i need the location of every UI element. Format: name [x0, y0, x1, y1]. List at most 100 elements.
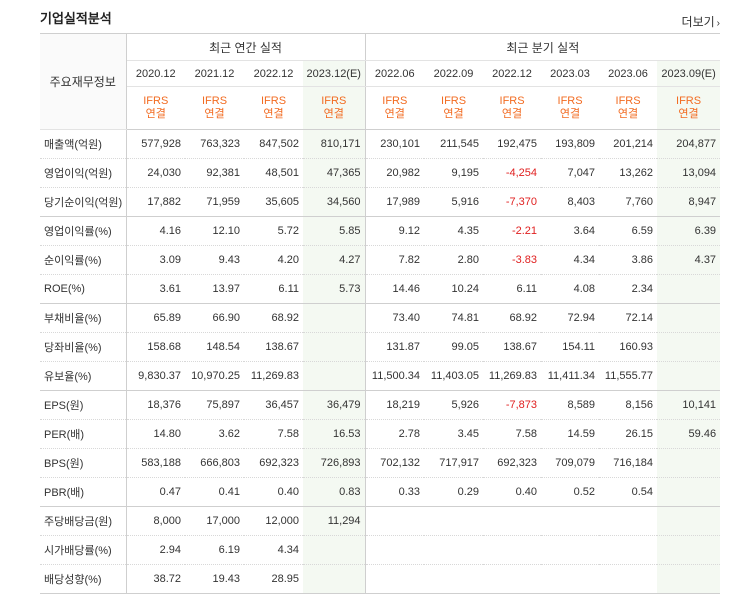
ifrs-header: IFRS 연결 — [424, 86, 484, 130]
table-cell: 577,928 — [126, 129, 185, 159]
row-label: PER(배) — [40, 419, 127, 449]
table-cell: 5.85 — [303, 216, 366, 246]
table-row: 부채비율(%) 65.89 66.90 68.92 73.40 74.81 68.92 72.… — [40, 303, 721, 333]
table-cell: 0.54 — [599, 477, 658, 507]
table-cell: 847,502 — [244, 129, 303, 159]
table-cell: 8,589 — [541, 390, 600, 420]
table-cell — [657, 274, 721, 304]
table-cell: 14.46 — [365, 274, 425, 304]
table-cell — [657, 477, 721, 507]
table-row: 당좌비율(%) 158.68 148.54 138.67 131.87 99.05 138.… — [40, 332, 721, 362]
ifrs-label: IFRS — [499, 95, 525, 107]
ifrs-label: IFRS — [260, 95, 287, 107]
ifrs-header: IFRS 연결 — [483, 86, 542, 130]
table-cell: 192,475 — [483, 129, 542, 159]
table-cell: 3.64 — [541, 216, 600, 246]
table-cell: 13,262 — [599, 158, 658, 188]
table-cell: 18,376 — [126, 390, 185, 420]
ifrs-label: IFRS — [143, 95, 169, 107]
table-row: PBR(배) 0.47 0.41 0.40 0.83 0.33 0.29 0.40 0.52 0.… — [40, 477, 721, 507]
table-row: 유보율(%) 9,830.37 10,970.25 11,269.83 11,500.3… — [40, 361, 721, 391]
table-cell: 34,560 — [303, 187, 366, 217]
table-cell: 66.90 — [185, 303, 244, 333]
consolidated-label: 연결 — [323, 108, 344, 120]
table-cell — [303, 361, 366, 391]
ifrs-label: IFRS — [441, 95, 467, 107]
table-row: ROE(%) 3.61 13.97 6.11 5.73 14.46 10.24 6.11 4.0… — [40, 274, 721, 304]
table-cell: 9.43 — [185, 245, 244, 275]
table-cell: 138.67 — [244, 332, 303, 362]
table-cell — [599, 506, 658, 536]
period-header: 2023.03 — [541, 60, 600, 87]
table-cell — [541, 506, 600, 536]
ifrs-label: IFRS — [615, 95, 641, 107]
table-cell: -7,873 — [483, 390, 542, 420]
more-link[interactable]: 더보기 › — [682, 13, 720, 30]
table-cell: 716,184 — [599, 448, 658, 478]
financial-table: 주요재무정보 최근 연간 실적 최근 분기 실적 2020.12 2021.12 2… — [40, 33, 721, 594]
table-cell — [365, 564, 425, 594]
ifrs-header: IFRS 연결 — [365, 86, 425, 130]
row-label: EPS(원) — [40, 390, 127, 420]
row-label: ROE(%) — [40, 274, 127, 304]
row-label: BPS(원) — [40, 448, 127, 478]
table-row: PER(배) 14.80 3.62 7.58 16.53 2.78 3.45 7.58 14.5… — [40, 419, 721, 449]
table-cell: 160.93 — [599, 332, 658, 362]
table-cell: 4.27 — [303, 245, 366, 275]
table-cell: 6.19 — [185, 535, 244, 565]
table-cell: 92,381 — [185, 158, 244, 188]
row-label: 순이익률(%) — [40, 245, 127, 275]
table-row: BPS(원) 583,188 666,803 692,323 726,893 702,13… — [40, 448, 721, 478]
table-cell: 211,545 — [424, 129, 484, 159]
table-cell: 28.95 — [244, 564, 303, 594]
annual-group-header: 최근 연간 실적 — [126, 33, 366, 61]
table-cell: 72.94 — [541, 303, 600, 333]
ifrs-header: IFRS 연결 — [244, 86, 303, 130]
table-row: EPS(원) 18,376 75,897 36,457 36,479 18,219 5,92… — [40, 390, 721, 420]
period-header: 2023.12(E) — [303, 60, 366, 87]
table-cell: 7.58 — [483, 419, 542, 449]
table-cell: 10,141 — [657, 390, 721, 420]
table-cell: 8,156 — [599, 390, 658, 420]
table-cell — [657, 332, 721, 362]
row-label: 부채비율(%) — [40, 303, 127, 333]
table-cell: 36,479 — [303, 390, 366, 420]
period-header: 2022.12 — [483, 60, 542, 87]
ifrs-header: IFRS 연결 — [657, 86, 721, 130]
table-cell: -7,370 — [483, 187, 542, 217]
table-cell — [657, 564, 721, 594]
table-cell: 4.34 — [244, 535, 303, 565]
table-cell: 4.35 — [424, 216, 484, 246]
row-label: 영업이익률(%) — [40, 216, 127, 246]
consolidated-label: 연결 — [443, 108, 464, 120]
table-cell: 48,501 — [244, 158, 303, 188]
period-header: 2021.12 — [185, 60, 244, 87]
table-cell: 6.59 — [599, 216, 658, 246]
row-label: 당기순이익(억원) — [40, 187, 127, 217]
period-header: 2023.09(E) — [657, 60, 721, 87]
table-cell: 9.12 — [365, 216, 425, 246]
table-cell: 26.15 — [599, 419, 658, 449]
table-cell: 14.59 — [541, 419, 600, 449]
table-cell: 68.92 — [244, 303, 303, 333]
table-cell: 11,500.34 — [365, 361, 425, 391]
table-cell: 65.89 — [126, 303, 185, 333]
table-cell: 11,269.83 — [483, 361, 542, 391]
table-cell: 10,970.25 — [185, 361, 244, 391]
table-cell: 24,030 — [126, 158, 185, 188]
table-cell: -2.21 — [483, 216, 542, 246]
table-cell: 9,830.37 — [126, 361, 185, 391]
ifrs-header: IFRS 연결 — [599, 86, 658, 130]
table-row: 당기순이익(억원) 17,882 71,959 35,605 34,560 17,989 5… — [40, 187, 721, 217]
table-cell: 8,947 — [657, 187, 721, 217]
table-cell: -4,254 — [483, 158, 542, 188]
table-cell: 4.37 — [657, 245, 721, 275]
table-cell: 0.40 — [483, 477, 542, 507]
table-cell: 4.34 — [541, 245, 600, 275]
table-cell — [483, 564, 542, 594]
table-cell: 2.94 — [126, 535, 185, 565]
table-cell: 810,171 — [303, 129, 366, 159]
ifrs-header: IFRS 연결 — [541, 86, 600, 130]
table-cell: 11,555.77 — [599, 361, 658, 391]
table-cell: 6.11 — [483, 274, 542, 304]
